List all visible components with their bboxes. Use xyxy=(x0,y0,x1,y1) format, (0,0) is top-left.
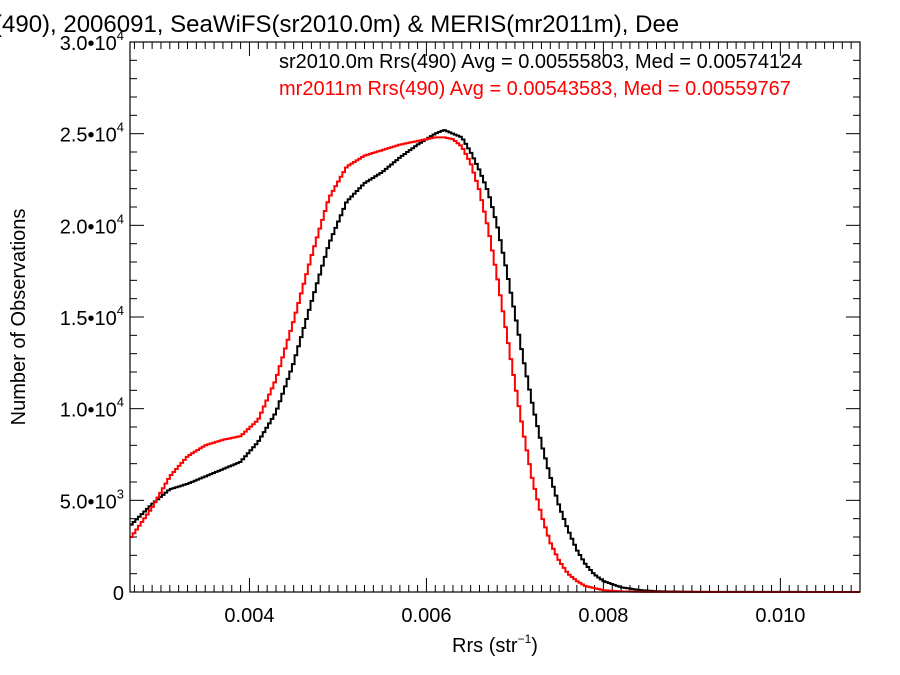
y-tick-exponent: 4 xyxy=(117,303,124,318)
y-tick-label: 0 xyxy=(113,583,124,605)
y-tick-exponent: 4 xyxy=(117,211,124,226)
y-tick-mantissa: 3.0•10 xyxy=(60,33,117,55)
y-tick-label: 3.0•104 xyxy=(60,28,124,55)
y-tick-mantissa: 1.0•10 xyxy=(60,400,117,422)
x-axis-label-sup: −1 xyxy=(518,632,532,646)
y-tick-exponent: 4 xyxy=(117,28,124,43)
x-axis-label-main: Rrs (str xyxy=(452,635,518,657)
series-mr2011m-line xyxy=(130,136,860,593)
y-tick-mantissa: 2.5•10 xyxy=(60,125,117,147)
y-tick-label: 1.5•104 xyxy=(60,303,124,330)
y-tick-label: 5.0•103 xyxy=(60,486,124,513)
y-tick-exponent: 4 xyxy=(117,395,124,410)
legend: sr2010.0m Rrs(490) Avg = 0.00555803, Med… xyxy=(279,51,802,100)
chart-title: s(490), 2006091, SeaWiFS(sr2010.0m) & ME… xyxy=(0,11,679,38)
y-tick-mantissa: 1.5•10 xyxy=(60,308,117,330)
x-axis-label-end: ) xyxy=(531,635,538,657)
x-tick-label: 0.004 xyxy=(224,605,274,627)
y-tick-label: 1.0•104 xyxy=(60,395,124,422)
legend-entry: mr2011m Rrs(490) Avg = 0.00543583, Med =… xyxy=(279,78,791,100)
y-tick-exponent: 4 xyxy=(117,120,124,135)
x-tick-label: 0.006 xyxy=(401,605,451,627)
x-axis-label: Rrs (str−1) xyxy=(452,632,538,657)
y-tick-label: 2.0•104 xyxy=(60,211,124,238)
y-axis-label: Number of Observations xyxy=(8,209,30,426)
y-tick-mantissa: 5.0•10 xyxy=(60,491,117,513)
x-tick-label: 0.010 xyxy=(755,605,805,627)
y-tick-mantissa: 0 xyxy=(113,583,124,605)
series-sr2010.0m-line xyxy=(130,129,860,593)
legend-entry: sr2010.0m Rrs(490) Avg = 0.00555803, Med… xyxy=(279,51,802,73)
y-tick-exponent: 3 xyxy=(117,486,124,501)
series-layer xyxy=(130,129,860,593)
y-axis-ticks: 05.0•1031.0•1041.5•1042.0•1042.5•1043.0•… xyxy=(60,28,860,605)
y-tick-mantissa: 2.0•10 xyxy=(60,216,117,238)
plot-frame xyxy=(129,41,861,593)
x-axis-ticks: 0.004 0.006 0.008 0.010 xyxy=(133,42,861,627)
x-tick-label: 0.008 xyxy=(578,605,628,627)
y-tick-label: 2.5•104 xyxy=(60,120,124,147)
